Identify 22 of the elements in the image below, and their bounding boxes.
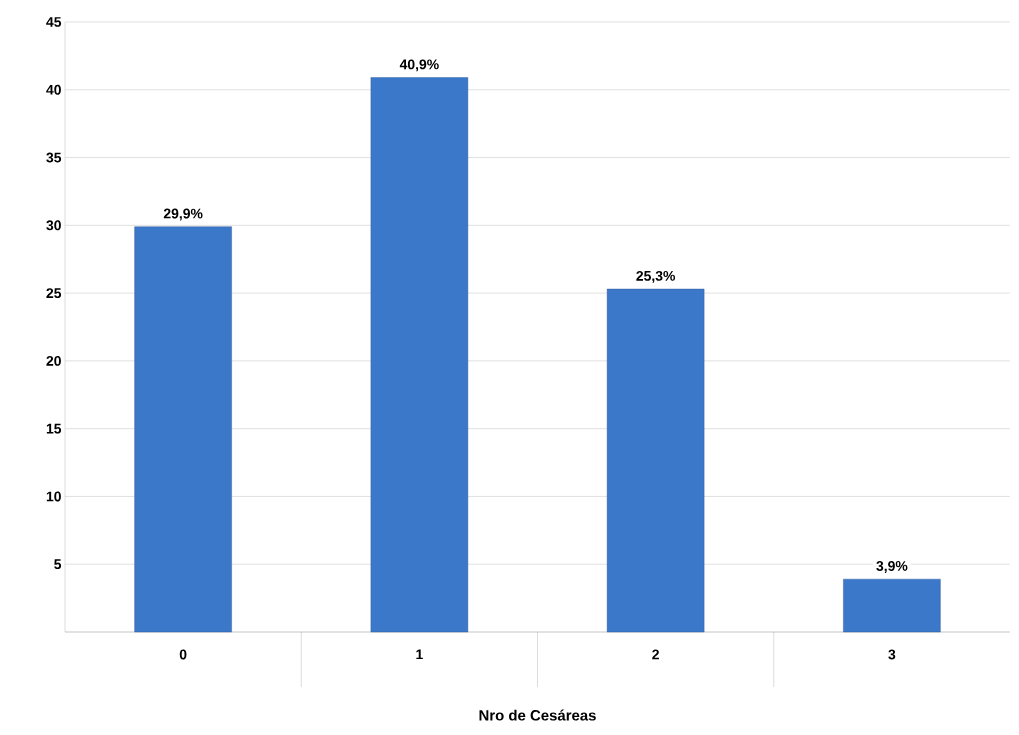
data-label: 29,9% <box>163 208 203 221</box>
y-tick-label: 25 <box>46 288 62 299</box>
data-label: 3,9% <box>876 561 908 573</box>
bar <box>606 288 705 633</box>
y-tick-label: 15 <box>46 423 62 434</box>
bar <box>370 77 469 633</box>
y-tick-label: 45 <box>46 17 62 27</box>
y-tick-label: 35 <box>46 152 62 163</box>
y-tick-label: 10 <box>46 491 61 502</box>
bar <box>134 226 232 633</box>
x-tick-label: 1 <box>416 649 423 660</box>
data-label: 25,3% <box>636 270 676 283</box>
x-tick-label: 3 <box>888 649 896 660</box>
x-axis-title: Nro de Cesáreas <box>479 709 596 721</box>
y-tick-label: 20 <box>46 355 61 366</box>
data-label: 40,9% <box>399 59 439 72</box>
bar <box>843 578 941 633</box>
x-tick-label: 0 <box>179 649 187 660</box>
y-tick-label: 40 <box>46 84 61 95</box>
y-tick-label: 5 <box>54 559 62 570</box>
x-tick-label: 2 <box>652 649 659 660</box>
y-tick-label: 30 <box>46 220 61 231</box>
